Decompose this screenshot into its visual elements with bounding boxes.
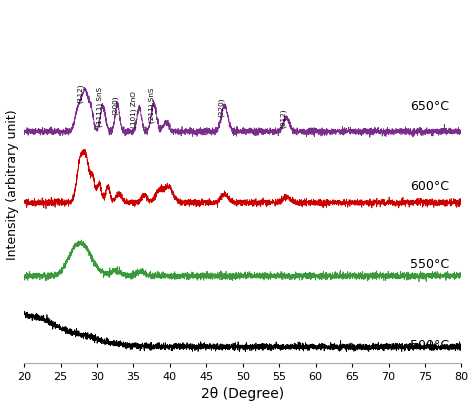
Text: (200): (200): [112, 95, 119, 115]
Text: (312): (312): [280, 109, 286, 129]
Text: 500°C: 500°C: [410, 339, 449, 352]
Text: 650°C: 650°C: [410, 100, 449, 113]
Text: 550°C: 550°C: [410, 258, 449, 271]
Text: (220): (220): [218, 98, 225, 117]
Text: 600°C: 600°C: [410, 180, 449, 193]
X-axis label: 2θ (Degree): 2θ (Degree): [201, 387, 284, 401]
Text: (101) ZnO: (101) ZnO: [130, 91, 137, 128]
Y-axis label: Intensity (arbitrary unit): Intensity (arbitrary unit): [6, 109, 18, 260]
Text: (211) SnS: (211) SnS: [149, 87, 155, 123]
Text: (1111) SnS: (1111) SnS: [96, 87, 103, 127]
Text: (112): (112): [77, 84, 84, 103]
